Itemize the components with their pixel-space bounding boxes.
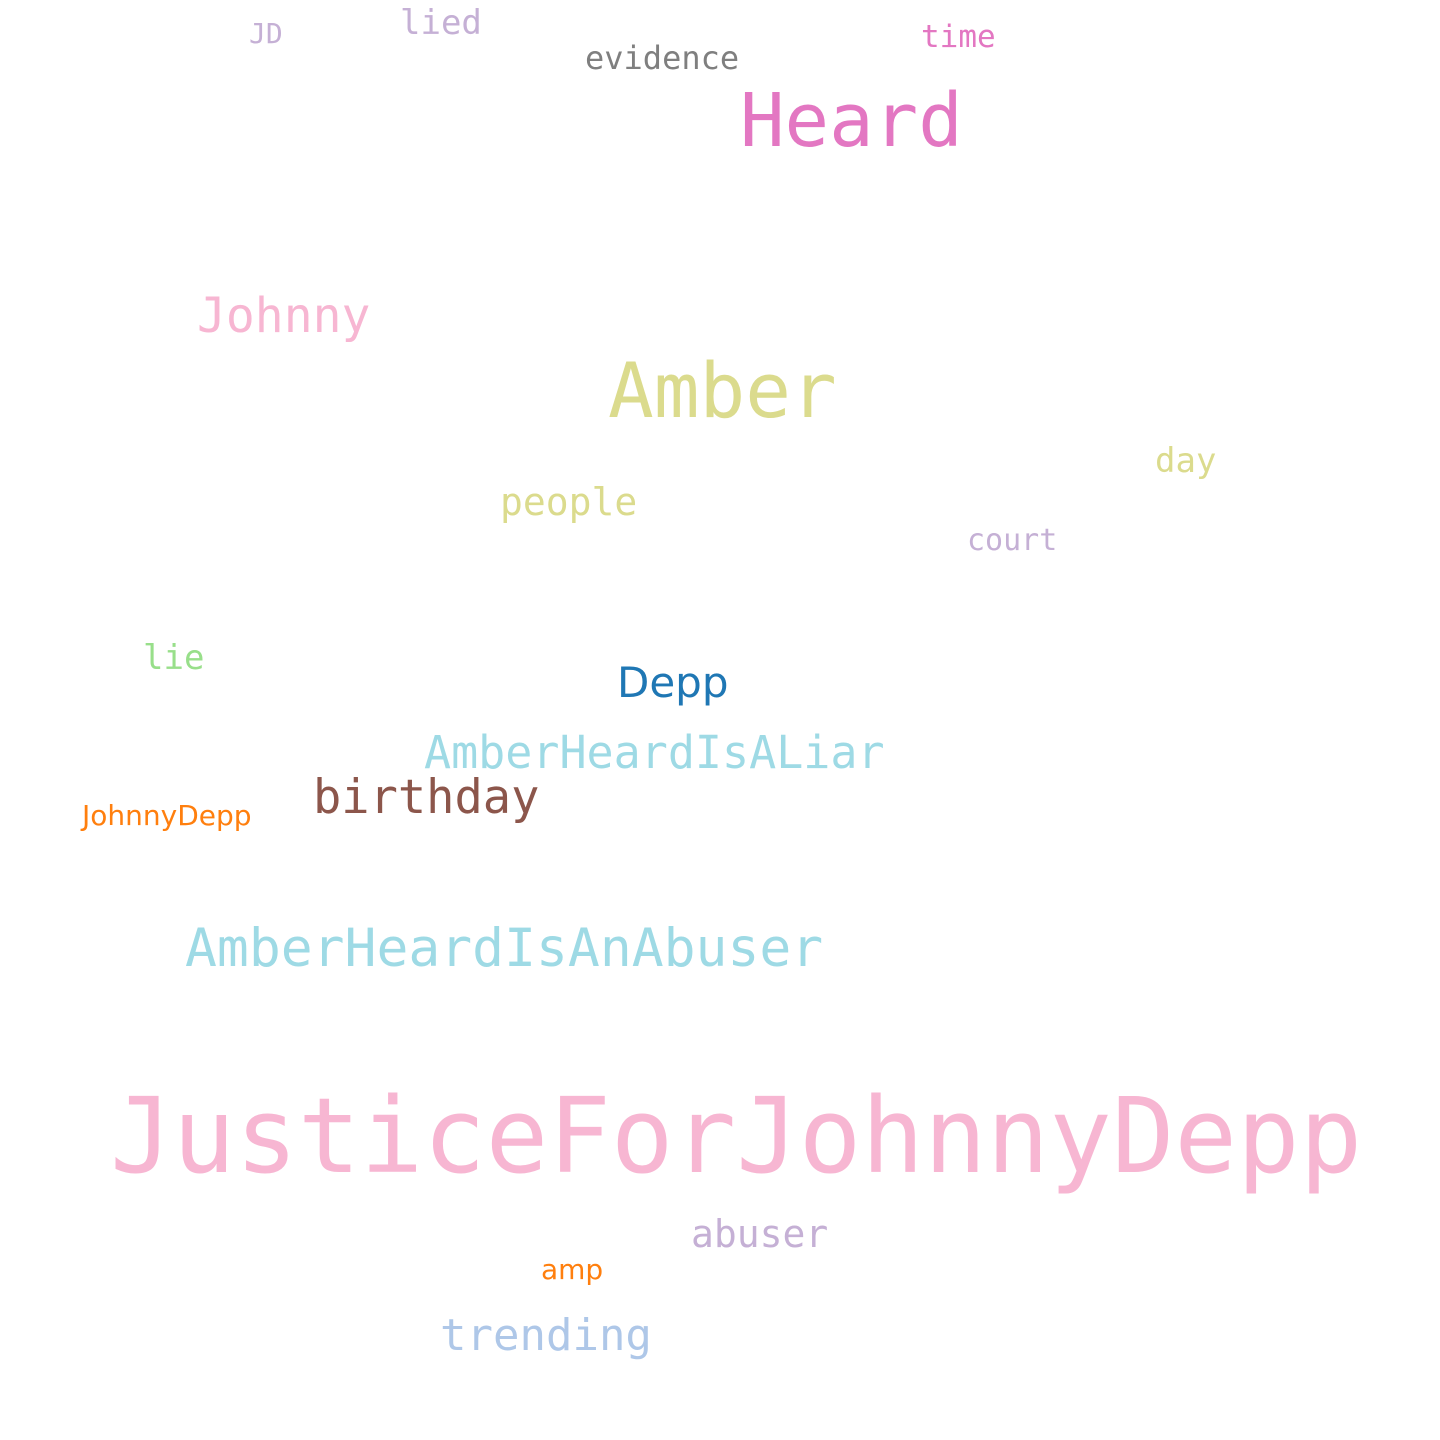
word-amberheardisaliar: AmberHeardIsALiar xyxy=(424,726,885,779)
word-people: people xyxy=(500,480,638,524)
word-trending: trending xyxy=(440,1310,652,1361)
word-lied: lied xyxy=(400,3,482,43)
word-amp: amp xyxy=(541,1253,604,1286)
word-depp: Depp xyxy=(617,658,729,707)
word-lie: lie xyxy=(143,638,205,678)
word-time: time xyxy=(921,19,996,55)
word-johnnydepp: JohnnyDepp xyxy=(82,799,252,832)
word-johnny: Johnny xyxy=(197,288,371,344)
word-justiceforjohnnydepp: JusticeForJohnnyDepp xyxy=(110,1075,1363,1197)
word-amberheardisanabuser: AmberHeardIsAnAbuser xyxy=(185,918,824,979)
word-evidence: evidence xyxy=(585,39,740,77)
word-day: day xyxy=(1155,441,1217,481)
word-amber: Amber xyxy=(608,346,837,435)
word-court: court xyxy=(967,523,1058,558)
word-heard: Heard xyxy=(740,78,963,164)
word-abuser: abuser xyxy=(691,1212,829,1256)
word-birthday: birthday xyxy=(313,770,540,825)
word-jd: JD xyxy=(249,17,283,50)
